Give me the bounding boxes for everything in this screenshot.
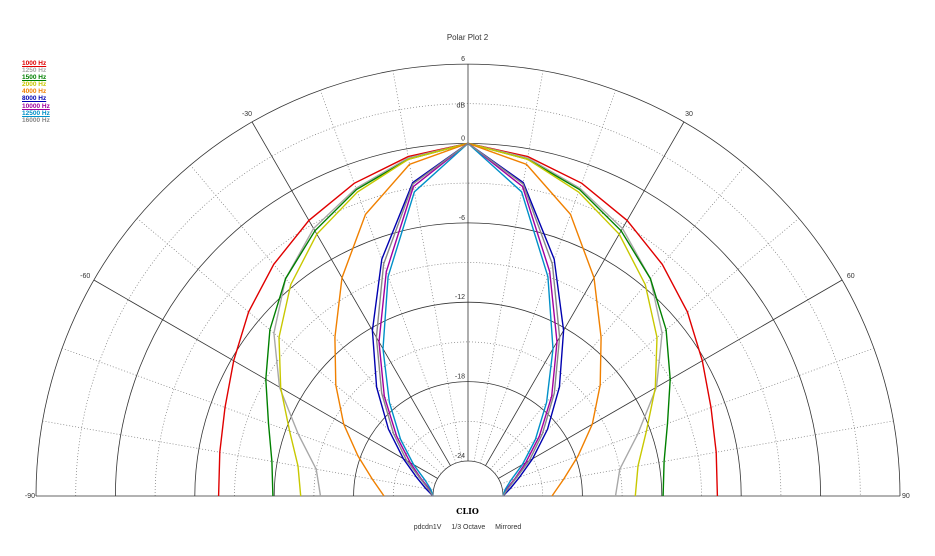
legend-entry: 4000 Hz [22, 88, 47, 96]
minor-grid-spoke [473, 70, 544, 462]
minor-grid-circle [154, 182, 782, 497]
angle-tick-label: 30 [685, 111, 693, 118]
minor-grid-spoke [500, 347, 875, 485]
legend-entry: 8000 Hz [22, 95, 47, 103]
radial-tick-label: -12 [455, 294, 465, 301]
chart-legend: 1000 Hz 1250 Hz 1500 Hz 2000 Hz 4000 Hz 8000 … [22, 60, 50, 124]
legend-entry: 1250 Hz [22, 67, 47, 75]
series-line-16000-hz [375, 142, 561, 497]
major-grid-circle [432, 460, 504, 497]
legend-entry: 1000 Hz [22, 60, 47, 67]
minor-grid-spoke [494, 218, 800, 474]
minor-grid-spoke [136, 218, 442, 474]
minor-grid-spoke [42, 420, 434, 491]
minor-grid-spoke [502, 420, 894, 491]
angle-tick-label: -30 [242, 111, 252, 118]
footer-filename: pdcdn1V [413, 524, 442, 531]
legend-entry: 1500 Hz [22, 74, 47, 82]
angle-tick-label: 60 [847, 273, 855, 280]
major-grid-spoke [251, 121, 451, 466]
brand-label: CLIO [456, 506, 479, 516]
chart-title: Polar Plot 2 [446, 33, 489, 42]
footer-smoothing: 1/3 Octave [451, 524, 486, 531]
radial-tick-label: -6 [459, 215, 465, 222]
angle-tick-label: 90 [902, 493, 910, 500]
angle-tick-label: -60 [80, 273, 90, 280]
legend-entry: 2000 Hz [22, 81, 47, 89]
minor-grid-spoke [490, 164, 746, 470]
chart-footer: pdcdn1V 1/3 Octave Mirrored [0, 524, 935, 531]
radial-tick-label: -18 [455, 374, 465, 381]
minor-grid-spoke [392, 70, 463, 462]
radial-tick-label: -24 [455, 453, 465, 460]
radial-tick-label: 6 [461, 56, 465, 63]
legend-entry: 16000 Hz [22, 116, 50, 124]
radial-tick-label: 0 [461, 135, 465, 142]
radial-unit-label: dB [456, 103, 465, 110]
legend-entry: 10000 Hz [22, 102, 50, 110]
minor-grid-spoke [61, 347, 436, 485]
footer-mode: Mirrored [495, 524, 522, 531]
legend-entry: 12500 Hz [22, 109, 50, 117]
major-grid-spoke [485, 121, 685, 466]
minor-grid-spoke [190, 164, 446, 470]
angle-tick-label: -90 [25, 493, 35, 500]
